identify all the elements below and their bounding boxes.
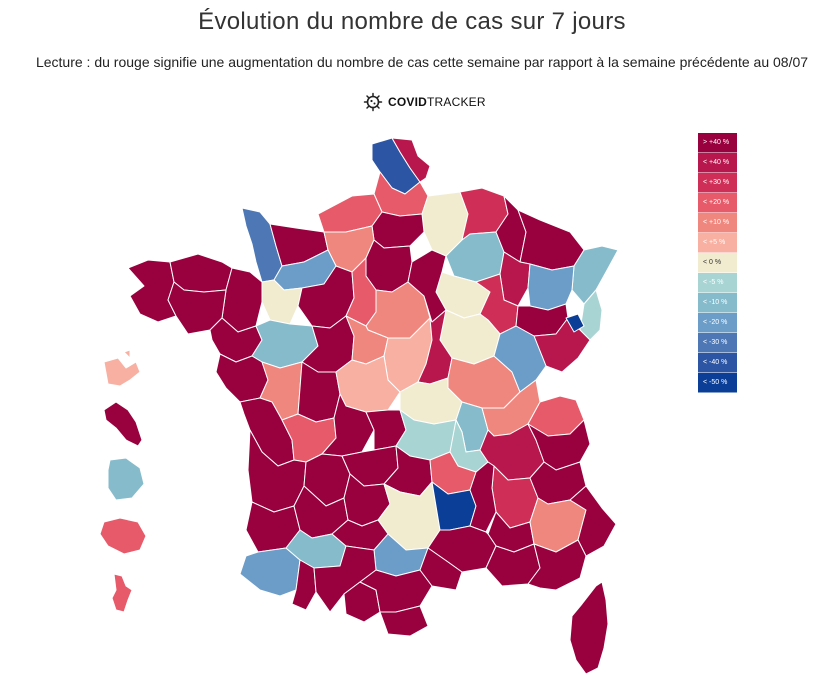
- region-reunion[interactable]: [99, 517, 147, 555]
- region-haute-vienne[interactable]: [321, 393, 375, 457]
- legend-item: < +5 %: [698, 233, 737, 253]
- covidtracker-brand[interactable]: COVIDTRACKER: [363, 92, 486, 112]
- legend-item: < +10 %: [698, 213, 737, 233]
- region-vendee[interactable]: [215, 353, 269, 403]
- legend-item: < -20 %: [698, 313, 737, 333]
- legend-item: < -10 %: [698, 293, 737, 313]
- france-choropleth-map: [99, 137, 619, 675]
- region-pas-de-calais[interactable]: [391, 137, 431, 183]
- color-legend: > +40 % < +40 % < +30 % < +20 % < +10 % < +5 …: [698, 133, 737, 393]
- legend-item: > +40 %: [698, 133, 737, 153]
- legend-item: < -30 %: [698, 333, 737, 353]
- region-territoire-de-belfort[interactable]: [565, 313, 585, 333]
- region-herault[interactable]: [419, 547, 463, 591]
- brand-name: COVIDTRACKER: [388, 95, 486, 109]
- region-savoie[interactable]: [527, 419, 591, 471]
- map-title: Évolution du nombre de cas sur 7 jours: [198, 8, 626, 35]
- region-pyrenees-orientales[interactable]: [379, 605, 429, 637]
- region-alpes-maritimes[interactable]: [569, 485, 617, 557]
- region-doubs[interactable]: [533, 317, 591, 373]
- legend-item: < +30 %: [698, 173, 737, 193]
- region-guadeloupe[interactable]: [103, 349, 141, 387]
- region-pyrenees-atlantiques[interactable]: [239, 547, 301, 597]
- region-oise[interactable]: [371, 211, 425, 249]
- region-var[interactable]: [527, 539, 587, 591]
- region-martinique[interactable]: [103, 401, 143, 447]
- legend-item: < -40 %: [698, 353, 737, 373]
- legend-item: < +20 %: [698, 193, 737, 213]
- region-moselle[interactable]: [517, 209, 585, 271]
- region-yonne[interactable]: [407, 249, 447, 323]
- region-corse[interactable]: [569, 581, 609, 675]
- region-ardeche[interactable]: [469, 461, 497, 533]
- region-morbihan[interactable]: [167, 281, 227, 335]
- region-guyane[interactable]: [107, 457, 145, 501]
- region-mayotte[interactable]: [111, 573, 133, 613]
- virus-icon: [363, 92, 383, 112]
- legend-item: < 0 %: [698, 253, 737, 273]
- region-jura[interactable]: [493, 325, 547, 393]
- legend-item: < -50 %: [698, 373, 737, 393]
- region-vosges[interactable]: [527, 263, 575, 311]
- legend-item: < -5 %: [698, 273, 737, 293]
- map-subtitle: Lecture : du rouge signifie une augmenta…: [35, 54, 809, 70]
- legend-item: < +40 %: [698, 153, 737, 173]
- region-finistere[interactable]: [127, 259, 177, 323]
